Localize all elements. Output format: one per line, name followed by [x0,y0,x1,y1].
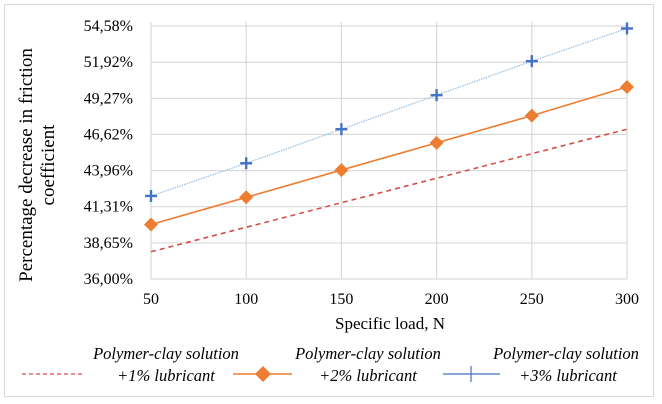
legend-label-line-2: +1% lubricant [117,366,215,385]
y-tick-label: 41,31% [84,199,133,216]
diamond-marker-icon [255,366,271,382]
data-point-diamond[interactable] [144,217,158,232]
series-line [150,86,628,226]
series-line [150,27,628,197]
series-group [144,22,634,253]
y-tick-label: 43,96% [84,163,133,180]
legend-label-line-1: Polymer-clay solution [92,344,239,363]
data-point-diamond[interactable] [620,80,634,95]
data-point-plus[interactable] [621,22,633,35]
x-tick-label: 50 [143,291,159,308]
legend-label-line-1: Polymer-clay solution [294,344,441,363]
gridlines [150,22,628,280]
x-tick-label: 300 [615,291,639,308]
data-point-plus[interactable] [240,157,253,170]
legend-item-1pct[interactable]: Polymer-clay solution +1% lubricant [22,344,239,385]
series-3 [145,22,633,202]
x-axis-title: Specific load, N [335,314,445,333]
data-point-plus[interactable] [430,89,443,102]
legend-label-line-2: +2% lubricant [319,366,417,385]
y-axis-tick-labels: 36,00% 38,65% 41,31% 43,96% 46,62% 49,27% 51,9… [84,18,133,288]
data-point-plus[interactable] [335,123,348,136]
x-axis-tick-labels: 50 100 150 200 250 300 [143,291,639,308]
x-tick-label: 150 [329,291,353,308]
y-axis-title-line-2: coefficient [38,124,59,206]
series-1 [150,128,628,253]
x-tick-label: 250 [520,291,544,308]
chart-frame [4,4,654,397]
data-point-diamond[interactable] [334,163,349,178]
y-tick-label: 36,00% [84,271,133,288]
data-point-diamond[interactable] [429,135,444,150]
series-2 [144,80,634,232]
legend: Polymer-clay solution +1% lubricant Poly… [22,344,639,385]
legend-label-line-2: +3% lubricant [519,366,617,385]
y-tick-label: 38,65% [84,235,133,252]
x-tick-label: 200 [425,291,449,308]
data-point-diamond[interactable] [524,108,539,123]
y-tick-label: 54,58% [84,18,133,35]
y-axis-title-line-1: Percentage decrease in friction [16,48,37,282]
legend-label-line-1: Polymer-clay solution [492,344,639,363]
data-point-plus[interactable] [145,189,157,202]
y-tick-label: 46,62% [84,126,133,143]
y-tick-label: 49,27% [84,90,133,107]
y-tick-label: 51,92% [84,54,133,71]
legend-item-3pct[interactable]: Polymer-clay solution +3% lubricant [443,344,639,385]
series-line [150,128,628,253]
x-tick-label: 100 [234,291,258,308]
data-point-diamond[interactable] [239,190,254,205]
y-axis-title: Percentage decrease in friction coeffici… [16,48,59,282]
data-point-plus[interactable] [525,55,538,68]
legend-item-2pct[interactable]: Polymer-clay solution +2% lubricant [233,344,441,385]
